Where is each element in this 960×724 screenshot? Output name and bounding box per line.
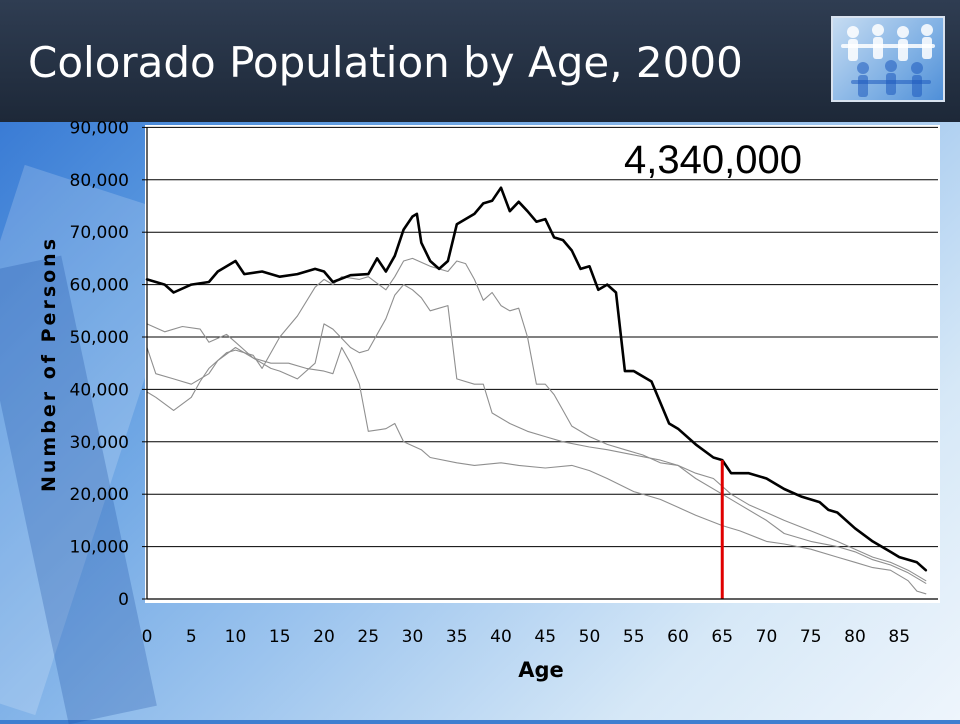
y-tick-label: 0: [118, 590, 129, 610]
y-tick-label: 40,000: [70, 380, 129, 400]
chart-plot-area: [145, 125, 940, 603]
y-tick-label: 10,000: [70, 538, 129, 558]
x-tick-label: 10: [225, 627, 247, 647]
axis-layer: [142, 126, 938, 600]
x-tick-label: 85: [888, 627, 910, 647]
series-line-highlight: [145, 186, 928, 572]
label-layer: 0 10,000 20,000 30,000 40,000 50,000 60,000 70,…: [70, 118, 911, 647]
y-tick-label: 20,000: [70, 485, 129, 505]
x-tick-label: 50: [579, 627, 601, 647]
x-tick-label: 35: [446, 627, 468, 647]
title-bar: Colorado Population by Age, 2000: [0, 0, 960, 122]
x-axis-title: Age: [518, 658, 564, 682]
x-tick-label: 25: [357, 627, 379, 647]
x-tick-label: 40: [490, 627, 512, 647]
people-chain-icon: [831, 16, 945, 102]
series-layer: [145, 186, 928, 599]
grid-layer: [147, 126, 938, 548]
y-tick-label: 60,000: [70, 276, 129, 296]
x-tick-label: 55: [623, 627, 645, 647]
series-line: [146, 284, 927, 584]
x-tick-label: 20: [313, 627, 335, 647]
y-tick-label: 30,000: [70, 433, 129, 453]
x-tick-label: 70: [756, 627, 778, 647]
x-tick-label: 0: [142, 627, 153, 647]
y-tick-label: 90,000: [70, 118, 129, 138]
series-line: [146, 257, 927, 582]
x-tick-label: 75: [800, 627, 822, 647]
series-line: [146, 323, 927, 595]
x-tick-label: 45: [534, 627, 556, 647]
slide-title: Colorado Population by Age, 2000: [28, 38, 743, 87]
x-tick-label: 60: [667, 627, 689, 647]
x-tick-label: 30: [402, 627, 424, 647]
x-tick-label: 80: [844, 627, 866, 647]
x-tick-label: 5: [186, 627, 197, 647]
y-tick-label: 50,000: [70, 328, 129, 348]
y-tick-label: 70,000: [70, 223, 129, 243]
y-tick-label: 80,000: [70, 171, 129, 191]
total-population-annotation: 4,340,000: [624, 138, 802, 182]
x-tick-label: 65: [711, 627, 733, 647]
x-tick-label: 15: [269, 627, 291, 647]
y-axis-title: Number of Persons: [38, 236, 60, 492]
